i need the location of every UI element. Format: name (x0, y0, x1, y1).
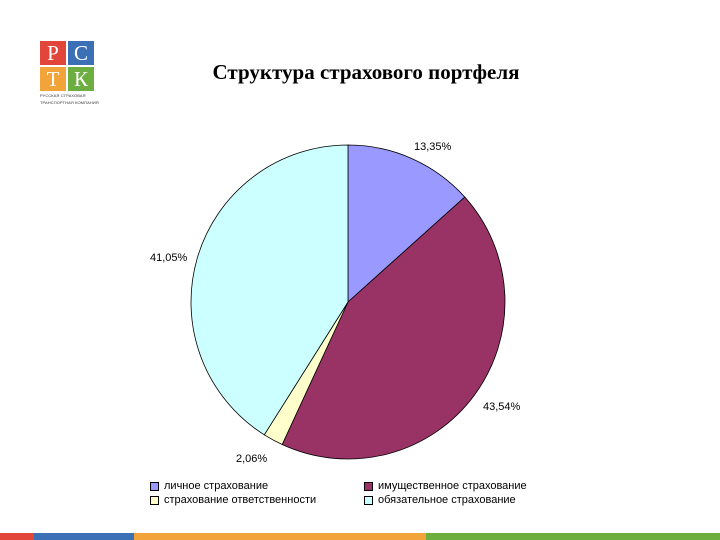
logo-caption-line-1: РУССКАЯ СТРАХОВАЯ (40, 93, 86, 98)
data-label-mandatory: 41,05% (150, 252, 188, 264)
legend-item-liability: страхование ответственности (150, 494, 364, 506)
bottom-bar-segment-red (0, 533, 34, 540)
bottom-bar-segment-orange (134, 533, 426, 540)
logo-letter-grid: Р С Т К (40, 41, 96, 91)
page-title: Структура страхового портфеля (212, 60, 520, 84)
legend-label-mandatory: обязательное страхование (378, 494, 516, 506)
bottom-bar-segment-blue (34, 533, 134, 540)
data-label-property: 43,54% (483, 401, 521, 413)
pie-slice-mandatory (190, 144, 349, 436)
legend-item-mandatory: обязательное страхование (364, 494, 564, 506)
legend-label-property: имущественное страхование (378, 480, 527, 492)
legend-label-liability: страхование ответственности (164, 494, 317, 506)
pie-slice-personal (347, 144, 466, 303)
logo-caption-line-2: ТРАНСПОРТНАЯ КОМПАНИЯ (40, 100, 99, 105)
legend-swatch-mandatory (364, 495, 373, 505)
logo-letter-r: Р (40, 41, 66, 65)
legend-swatch-personal (150, 481, 159, 491)
legend-swatch-liability (150, 495, 159, 505)
bottom-color-bar (0, 533, 720, 540)
legend-swatch-property (364, 481, 373, 491)
logo-letter-t: Т (40, 67, 66, 91)
legend-label-personal: личное страхование (164, 480, 269, 492)
legend-item-property: имущественное страхование (364, 480, 564, 492)
chart-legend: личное страхование имущественное страхов… (150, 480, 570, 506)
legend-item-personal: личное страхование (150, 480, 364, 492)
company-logo: Р С Т К РУССКАЯ СТРАХОВАЯ ТРАНСПОРТНАЯ К… (40, 41, 99, 105)
logo-letter-k: К (68, 67, 94, 91)
bottom-bar-segment-green (426, 533, 720, 540)
data-label-liability: 2,06% (236, 453, 267, 465)
data-label-personal: 13,35% (414, 141, 452, 153)
logo-letter-s: С (68, 41, 94, 65)
pie-slice-property (281, 196, 506, 460)
